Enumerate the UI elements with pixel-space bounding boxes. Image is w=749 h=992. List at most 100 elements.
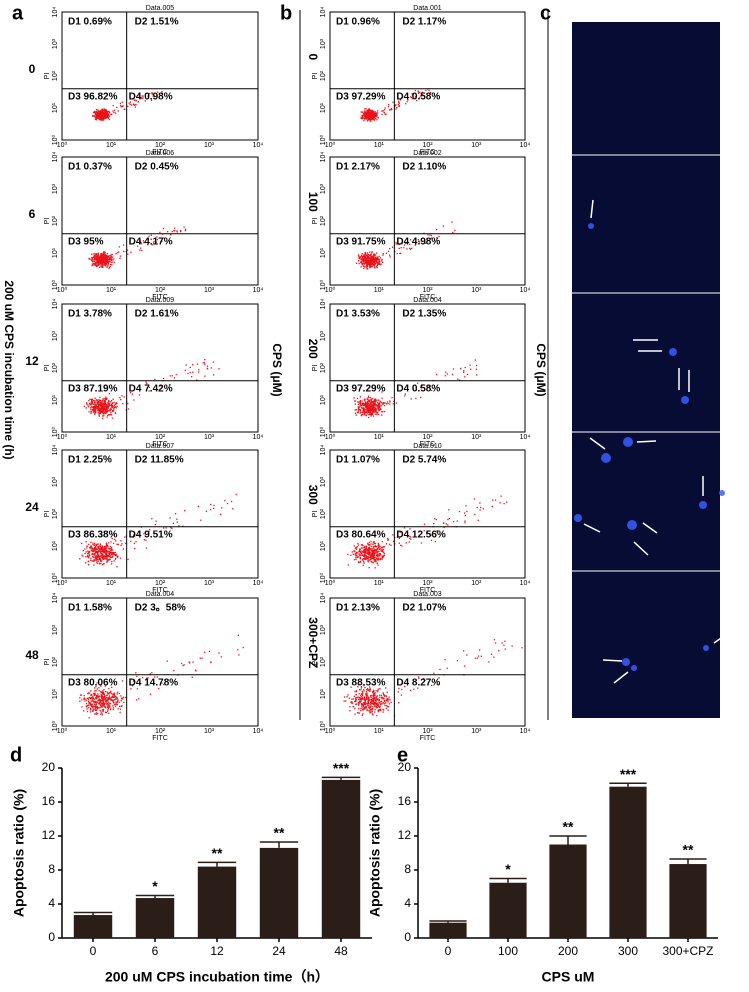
y-tick-label: 10⁴ [52,445,59,456]
event-dot [110,700,111,701]
event-dot [375,561,376,562]
event-dot [443,523,444,524]
event-dot [367,119,368,120]
event-dot [151,518,152,519]
row-label: 6 [29,207,36,221]
event-dot [134,543,135,544]
event-dot [111,697,112,698]
bar [669,864,706,938]
event-dot [373,260,374,261]
x-tick-label: 10¹ [374,434,385,441]
event-dot [100,561,101,562]
plot-title: Data.004 [146,591,175,598]
event-dot [172,375,173,376]
event-dot [109,267,110,268]
event-dot [192,364,193,365]
event-dot [93,550,94,551]
event-dot [368,397,369,398]
event-dot [373,258,374,259]
event-dot [106,117,107,118]
x-tick-label: 10² [155,287,166,294]
event-dot [102,690,103,691]
event-dot [113,258,114,259]
event-dot [397,253,398,254]
event-dot [375,567,376,568]
error-bar [198,862,236,866]
x-tick-label: 10² [155,142,166,149]
event-dot [154,379,155,380]
event-dot [343,700,344,701]
event-dot [89,258,90,259]
event-dot [388,106,389,107]
event-dot [106,416,107,417]
event-dot [181,663,182,664]
quadrant-label: D4 9.51% [129,529,173,540]
quadrant-label: D3 86.38% [68,529,118,540]
event-dot [102,120,103,121]
y-axis-label: PI [312,218,319,225]
event-dot [479,509,480,510]
event-dot [87,711,88,712]
event-dot [90,699,91,700]
event-dot [213,362,214,363]
event-dot [102,111,103,112]
event-dot [93,261,94,262]
plot-frame [330,450,525,578]
event-dot [363,561,364,562]
event-dot [433,523,434,524]
event-dot [231,501,232,502]
event-dot [96,408,97,409]
event-dot [388,710,389,711]
event-dot [101,404,102,405]
event-dot [120,103,121,104]
panel-label: d [10,744,22,766]
event-dot [102,564,103,565]
event-dot [483,508,484,509]
event-dot [100,710,101,711]
event-dot [373,402,374,403]
event-dot [243,647,244,648]
event-dot [367,703,368,704]
y-axis-label: PI [44,218,51,225]
event-dot [106,546,107,547]
event-dot [449,518,450,519]
event-dot [106,406,107,407]
flow-plot: Data.007D1 2.25%D2 11.85%D3 86.38%D4 9.5… [25,443,263,594]
event-dot [387,699,388,700]
significance: ** [683,842,694,858]
event-dot [377,564,378,565]
event-dot [91,404,92,405]
event-dot [100,707,101,708]
event-dot [380,548,381,549]
event-dot [127,254,128,255]
event-dot [96,714,97,715]
event-dot [364,555,365,556]
event-dot [105,413,106,414]
event-dot [86,699,87,700]
event-dot [91,254,92,255]
quadrant-label: D3 91.75% [336,236,386,247]
event-dot [103,700,104,701]
quadrant-label: D1 1.07% [336,455,380,466]
event-dot [98,117,99,118]
event-dot [384,112,385,113]
error-bar [136,896,174,899]
event-dot [109,559,110,560]
event-dot [100,711,101,712]
event-dot [96,560,97,561]
event-dot [101,692,102,693]
event-dot [106,548,107,549]
y-tick-label: 10⁴ [320,299,327,310]
event-dot [350,555,351,556]
event-dot [104,548,105,549]
event-dot [369,251,370,252]
event-dot [365,261,366,262]
event-dot [370,543,371,544]
event-dot [382,403,383,404]
event-dot [95,706,96,707]
event-dot [463,372,464,373]
event-dot [112,556,113,557]
event-dot [100,113,101,114]
event-dot [398,691,399,692]
event-dot [96,551,97,552]
